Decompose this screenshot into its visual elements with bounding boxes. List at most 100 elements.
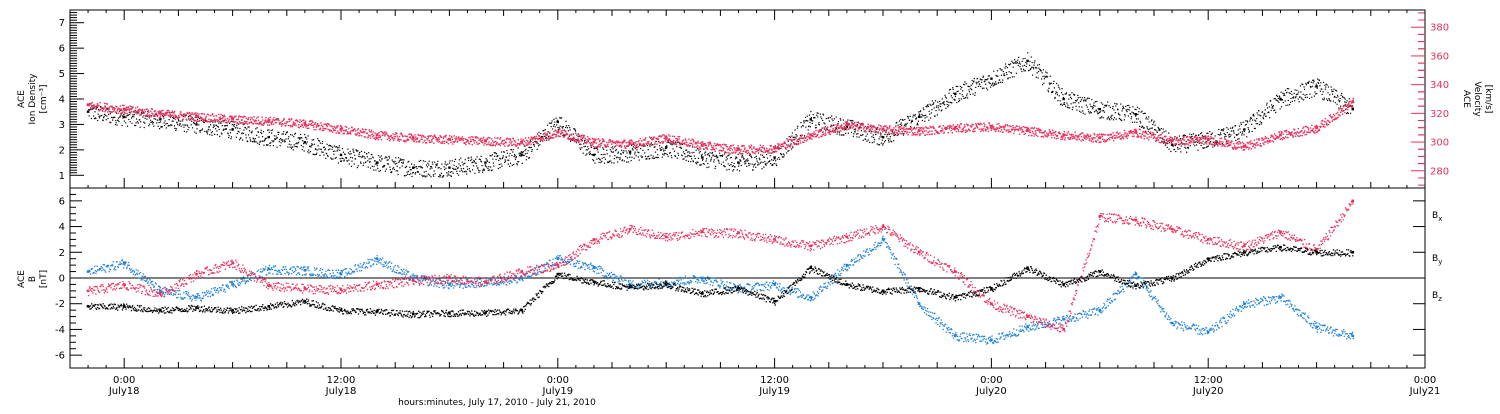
density-trace-sample xyxy=(229,123,230,124)
density-trace-sample xyxy=(987,89,988,90)
density-trace-sample xyxy=(1034,62,1035,63)
velocity-trace-sample xyxy=(191,118,192,119)
velocity-trace-sample xyxy=(790,144,791,145)
density-trace-sample xyxy=(1232,127,1233,128)
velocity-trace-sample xyxy=(469,137,470,138)
density-trace-sample xyxy=(476,165,477,166)
density-trace-sample xyxy=(1113,119,1114,120)
velocity-trace-sample xyxy=(520,138,521,139)
density-trace-sample xyxy=(551,126,552,127)
density-trace-sample xyxy=(406,166,407,167)
density-trace-sample xyxy=(373,157,374,158)
velocity-trace-sample xyxy=(665,139,666,140)
density-trace-sample xyxy=(428,164,429,165)
density-trace-sample xyxy=(271,132,272,133)
density-trace-sample xyxy=(1273,105,1274,106)
density-trace-sample xyxy=(837,131,838,132)
velocity-trace-sample xyxy=(845,122,846,123)
velocity-trace-sample xyxy=(416,141,417,142)
density-trace-sample xyxy=(1225,134,1226,135)
velocity-trace-sample xyxy=(346,127,347,128)
velocity-trace-sample xyxy=(715,151,716,152)
density-trace-sample xyxy=(1129,107,1130,108)
density-trace-sample xyxy=(671,157,672,158)
velocity-trace-sample xyxy=(298,124,299,125)
density-trace-sample xyxy=(678,155,679,156)
density-trace-sample xyxy=(778,157,779,158)
density-trace-sample xyxy=(1136,118,1137,119)
density-trace-sample xyxy=(128,114,129,115)
density-trace-sample xyxy=(1093,107,1094,108)
density-trace-sample xyxy=(1177,147,1178,148)
density-trace-sample xyxy=(351,166,352,167)
density-trace-sample xyxy=(537,133,538,134)
density-trace-sample xyxy=(204,122,205,123)
density-trace-sample xyxy=(447,175,448,176)
density-trace-sample xyxy=(925,115,926,116)
density-trace-sample xyxy=(575,129,576,130)
density-trace-sample xyxy=(748,163,749,164)
density-trace-sample xyxy=(402,166,403,167)
density-trace-sample xyxy=(602,147,603,148)
density-trace-sample xyxy=(234,124,235,125)
density-trace-sample xyxy=(458,175,459,176)
density-trace-sample xyxy=(432,164,433,165)
velocity-trace-sample xyxy=(257,123,258,124)
density-trace-sample xyxy=(153,122,154,123)
density-trace-sample xyxy=(590,153,591,154)
density-trace-sample xyxy=(751,157,752,158)
velocity-trace-sample xyxy=(669,138,670,139)
velocity-trace-sample xyxy=(669,135,670,136)
density-trace-sample xyxy=(562,127,563,128)
density-trace-sample xyxy=(773,160,774,161)
velocity-trace-sample xyxy=(236,119,237,120)
density-trace-sample xyxy=(259,144,260,145)
density-trace-sample xyxy=(1042,84,1043,85)
velocity-trace-sample xyxy=(490,144,491,145)
density-trace-sample xyxy=(814,117,815,118)
density-trace-sample xyxy=(1231,130,1232,131)
density-trace-sample xyxy=(458,163,459,164)
density-trace-sample xyxy=(291,148,292,149)
velocity-trace-sample xyxy=(662,135,663,136)
density-trace-sample xyxy=(366,153,367,154)
velocity-trace-sample xyxy=(482,142,483,143)
density-trace-sample xyxy=(661,149,662,150)
velocity-trace-sample xyxy=(838,127,839,128)
velocity-trace-sample xyxy=(661,136,662,137)
density-trace-sample xyxy=(1013,63,1014,64)
density-trace-sample xyxy=(1004,75,1005,76)
density-trace-sample xyxy=(583,143,584,144)
density-trace-sample xyxy=(1280,108,1281,109)
density-trace-sample xyxy=(1066,92,1067,93)
velocity-trace-sample xyxy=(562,132,563,133)
density-trace-sample xyxy=(635,155,636,156)
velocity-trace-sample xyxy=(825,133,826,134)
velocity-trace-sample xyxy=(350,133,351,134)
density-trace-sample xyxy=(626,152,627,153)
density-trace-sample xyxy=(1340,98,1341,99)
velocity-trace-sample xyxy=(596,142,597,143)
velocity-trace-sample xyxy=(581,135,582,136)
velocity-trace-sample xyxy=(339,129,340,130)
density-trace-sample xyxy=(1328,98,1329,99)
density-trace-sample xyxy=(1081,99,1082,100)
density-trace-sample xyxy=(589,151,590,152)
density-trace-sample xyxy=(1069,107,1070,108)
density-trace-sample xyxy=(715,156,716,157)
density-trace-sample xyxy=(220,122,221,123)
velocity-trace-sample xyxy=(769,148,770,149)
density-trace-sample xyxy=(866,141,867,142)
density-trace-sample xyxy=(337,149,338,150)
velocity-trace-sample xyxy=(778,144,779,145)
density-trace-sample xyxy=(1235,140,1236,141)
velocity-trace-sample xyxy=(495,144,496,145)
density-trace-sample xyxy=(565,127,566,128)
velocity-trace-sample xyxy=(223,121,224,122)
velocity-trace-sample xyxy=(444,143,445,144)
density-trace-sample xyxy=(545,129,546,130)
density-trace-sample xyxy=(1181,145,1182,146)
density-trace-sample xyxy=(221,133,222,134)
velocity-trace-sample xyxy=(690,145,691,146)
density-trace-sample xyxy=(496,153,497,154)
